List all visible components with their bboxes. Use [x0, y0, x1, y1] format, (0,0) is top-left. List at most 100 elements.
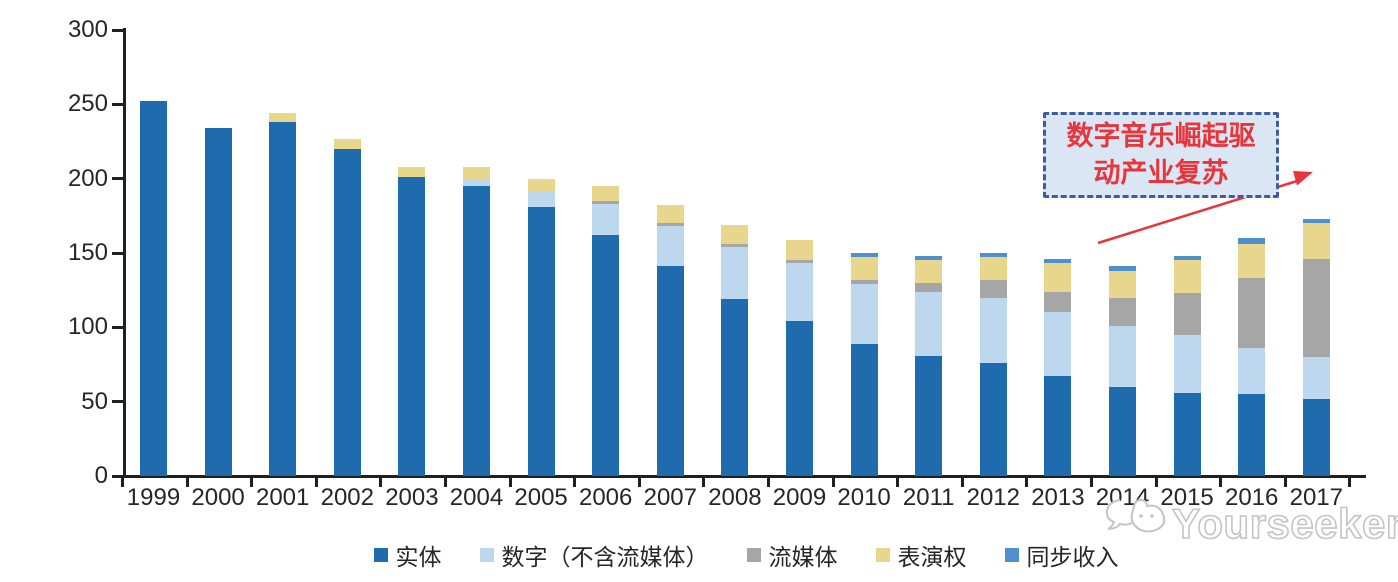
- x-tick-mark: [1348, 478, 1352, 487]
- y-tick-label: 0: [94, 462, 108, 489]
- bar-segment-2015: [1173, 293, 1201, 335]
- x-axis-line: [121, 475, 1366, 478]
- watermark: Yourseeker: [1100, 492, 1398, 554]
- bar-segment-2011: [915, 291, 943, 356]
- x-tick-mark: [444, 478, 447, 487]
- x-tick-mark: [896, 478, 900, 487]
- bar-segment-2015: [1173, 392, 1201, 476]
- x-tick-label-2011: 2011: [902, 484, 955, 511]
- bar-segment-2017: [1302, 357, 1330, 399]
- x-tick-label-2008: 2008: [708, 484, 762, 511]
- x-tick-mark: [637, 478, 641, 487]
- x-tick-mark: [1283, 478, 1287, 487]
- bar-segment-2004: [463, 166, 490, 181]
- x-tick-label-2002: 2002: [320, 484, 374, 511]
- legend-label: 同步收入: [1026, 545, 1119, 570]
- legend-label: 数字（不含流媒体）: [501, 545, 709, 570]
- bar-segment-2014: [1109, 325, 1136, 387]
- x-tick-mark: [121, 478, 124, 487]
- bar-segment-2009: [786, 263, 813, 322]
- y-tick-mark: [112, 28, 123, 32]
- bar-segment-2002: [333, 138, 361, 149]
- bar-segment-2006: [592, 203, 620, 236]
- x-tick-mark: [1219, 478, 1223, 487]
- bar-segment-2016: [1238, 238, 1266, 245]
- x-tick-mark: [831, 478, 835, 487]
- bar-segment-2008: [721, 247, 749, 300]
- bar-segment-2010: [850, 257, 878, 280]
- y-tick-label: 200: [67, 164, 108, 192]
- bar-segment-2012: [979, 297, 1007, 363]
- y-tick-label: 100: [67, 313, 108, 341]
- bar-segment-2005: [527, 206, 555, 476]
- bar-segment-2014: [1109, 386, 1136, 476]
- bar-segment-2006: [592, 186, 620, 201]
- bar-segment-2014: [1109, 270, 1136, 298]
- x-tick-label-2000: 2000: [191, 484, 245, 511]
- bar-segment-2013: [1044, 376, 1072, 476]
- bar-segment-2015: [1173, 334, 1201, 393]
- bar-segment-2017: [1302, 223, 1330, 259]
- annotation-text-line1: 数字音乐崛起驱: [1066, 121, 1256, 151]
- bar-segment-2011: [915, 255, 943, 261]
- x-tick-mark: [314, 478, 318, 487]
- bar-segment-2015: [1173, 260, 1201, 294]
- x-tick-label-2007: 2007: [643, 484, 697, 511]
- bar-segment-2007: [656, 223, 684, 227]
- bar-segment-2006: [592, 200, 620, 204]
- legend-swatch-icon: [373, 548, 388, 562]
- legend-label: 流媒体: [768, 545, 838, 570]
- bar-segment-2007: [656, 205, 684, 224]
- bar-segment-2012: [979, 253, 1007, 258]
- legend-swatch-icon: [1004, 548, 1019, 562]
- x-tick-label-2006: 2006: [578, 484, 633, 511]
- bar-segment-2003: [398, 166, 426, 178]
- y-tick-label: 250: [67, 90, 108, 118]
- bar-segment-2001: [269, 113, 297, 123]
- y-tick-mark: [112, 177, 123, 181]
- y-tick-mark: [112, 102, 123, 106]
- x-tick-mark: [1090, 478, 1093, 487]
- bar-segment-2013: [1044, 291, 1072, 313]
- bar-segment-2010: [850, 343, 878, 476]
- legend-label: 表演权: [897, 545, 967, 570]
- x-tick-label-2016: 2016: [1224, 484, 1279, 511]
- bar-segment-2013: [1044, 263, 1072, 292]
- x-tick-label-2015: 2015: [1160, 484, 1214, 511]
- bar-segment-2017: [1302, 258, 1330, 358]
- bar-segment-2013: [1044, 312, 1072, 377]
- bar-segment-2016: [1238, 348, 1266, 395]
- x-tick-label-2013: 2013: [1031, 484, 1085, 511]
- watermark-text: Yourseeker: [1171, 499, 1398, 548]
- bar-segment-2010: [850, 279, 878, 285]
- bar-segment-2003: [398, 177, 426, 476]
- y-axis-line: [123, 28, 126, 478]
- x-tick-mark: [508, 478, 512, 487]
- legend-swatch-icon: [875, 548, 890, 562]
- x-tick-label-2004: 2004: [449, 484, 504, 511]
- bar-segment-2007: [656, 226, 684, 267]
- watermark-logo-icon: [1105, 498, 1166, 533]
- bar-segment-2014: [1109, 297, 1136, 326]
- chart-legend: 实体 数字（不含流媒体） 流媒体 表演权 同步收入: [126, 538, 1366, 572]
- bar-segment-2008: [721, 244, 749, 248]
- bar-segment-2012: [979, 279, 1007, 298]
- bar-segment-2005: [527, 178, 555, 191]
- x-tick-mark: [702, 478, 706, 487]
- y-tick-mark: [112, 474, 123, 478]
- bar-segment-2012: [979, 257, 1007, 280]
- legend-item: 数字（不含流媒体）: [479, 538, 709, 572]
- y-tick-label: 50: [81, 387, 108, 415]
- legend-item: 流媒体: [746, 538, 838, 572]
- x-tick-label-2001: 2001: [255, 484, 310, 511]
- bar-segment-2001: [269, 122, 297, 476]
- x-tick-mark: [1154, 478, 1158, 487]
- bar-segment-2007: [656, 266, 684, 476]
- x-tick-label-2010: 2010: [837, 484, 891, 511]
- legend-swatch-icon: [479, 548, 494, 562]
- legend-swatch-icon: [746, 548, 761, 562]
- bar-segment-2002: [333, 148, 361, 476]
- bar-segment-2010: [850, 253, 878, 258]
- bar-segment-2011: [915, 355, 943, 476]
